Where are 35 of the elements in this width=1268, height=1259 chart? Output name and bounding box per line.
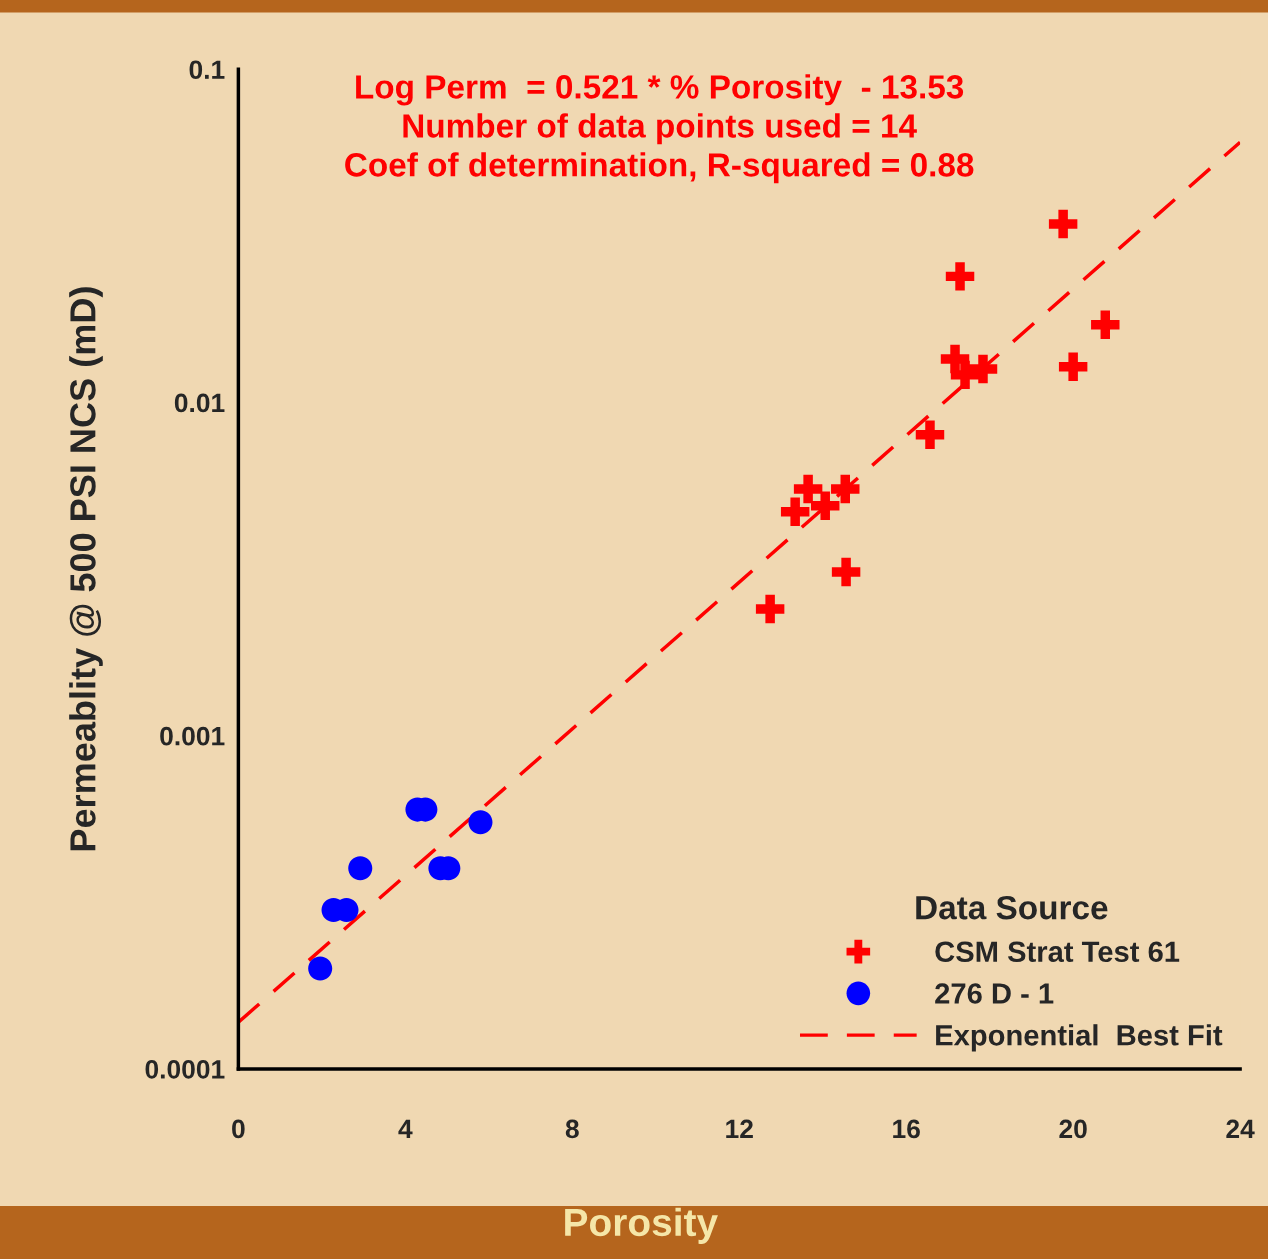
y-tick-label: 0.0001 bbox=[145, 1060, 225, 1079]
legend-label: Exponential Best Fit bbox=[936, 1024, 1223, 1052]
point bbox=[968, 354, 998, 384]
point bbox=[915, 420, 945, 449]
x-tick-label: 0 bbox=[232, 1119, 245, 1139]
legend-label: 276 D - 1 bbox=[935, 983, 1054, 1004]
point bbox=[1048, 209, 1078, 239]
x-tick-label: 12 bbox=[726, 1119, 753, 1139]
point bbox=[810, 491, 840, 520]
annotation: Log Perm = 0.521 * % Porosity - 13.53 bbox=[356, 74, 964, 106]
annotation: Coef of determination, R-squared = 0.88 bbox=[345, 152, 974, 184]
point bbox=[308, 956, 333, 981]
x-axis-title: Porosity bbox=[565, 1207, 718, 1244]
point bbox=[945, 262, 975, 291]
point bbox=[348, 856, 373, 881]
point bbox=[780, 497, 810, 526]
x-tick-label: 4 bbox=[398, 1119, 413, 1139]
point bbox=[831, 557, 861, 587]
legend-label: CSM Strat Test 61 bbox=[935, 941, 1180, 963]
point bbox=[1058, 352, 1088, 381]
point bbox=[793, 474, 823, 504]
legend-title: Data Source bbox=[916, 895, 1108, 920]
x-tick-label: 16 bbox=[893, 1119, 920, 1139]
y-tick-label: 0.001 bbox=[160, 726, 225, 746]
x-tick-label: 24 bbox=[1226, 1119, 1255, 1139]
y-tick-label: 0.1 bbox=[189, 60, 225, 80]
point bbox=[755, 594, 785, 624]
point bbox=[1091, 310, 1120, 340]
point bbox=[468, 810, 493, 835]
x-tick-label: 20 bbox=[1059, 1119, 1087, 1139]
y-tick-label: 0.01 bbox=[174, 393, 225, 413]
annotation: Number of data points used = 14 bbox=[403, 113, 917, 145]
x-tick-label: 8 bbox=[565, 1119, 579, 1139]
point bbox=[831, 474, 860, 504]
y-axis-title: Permeablity @ 500 PSI NCS (mD) bbox=[69, 287, 103, 851]
